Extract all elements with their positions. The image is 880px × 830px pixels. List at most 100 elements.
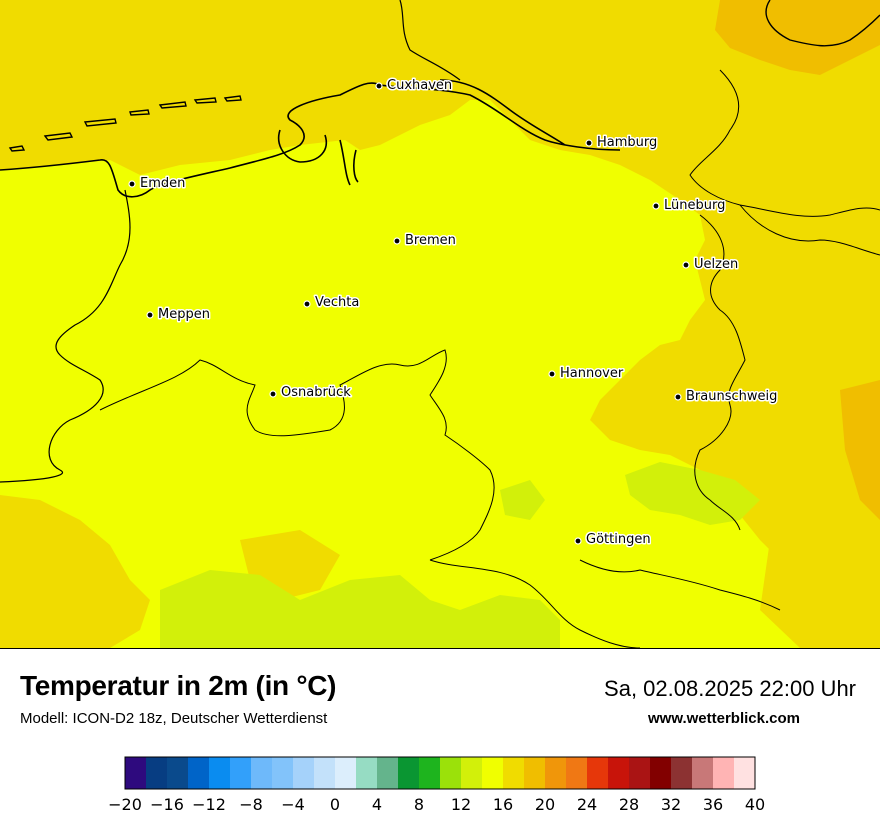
legend-swatch (440, 757, 462, 789)
map-title: Temperatur in 2m (in °C) (20, 670, 337, 701)
island-langeoog (158, 101, 187, 109)
city-cuxhaven[interactable]: Cuxhaven (375, 77, 454, 95)
legend-swatch (398, 757, 420, 789)
city-vechta[interactable]: Vechta (303, 294, 361, 312)
border-brandenburg (739, 204, 880, 256)
field-20-22-north-east (715, 0, 880, 75)
legend-tick-label: 0 (330, 795, 340, 814)
border-saxony-anhalt (694, 214, 746, 531)
legend-tick-label: 32 (661, 795, 681, 814)
legend-swatch (650, 757, 672, 789)
legend-swatch (314, 757, 336, 789)
model-info: Modell: ICON-D2 18z, Deutscher Wetterdie… (20, 710, 328, 727)
island-spiekeroog (193, 97, 217, 104)
legend-swatch (125, 757, 147, 789)
legend-swatch (692, 757, 714, 789)
legend-swatch (356, 757, 378, 789)
field-18-20-west (0, 495, 150, 648)
city-label: Göttingen (586, 532, 651, 547)
border-nrw (99, 349, 495, 561)
city-osnabrueck[interactable]: Osnabrück (269, 384, 353, 402)
legend-swatch (503, 757, 525, 789)
legend-tick-label: 40 (745, 795, 765, 814)
legend-tick-label: 28 (619, 795, 639, 814)
field-20-22-east (840, 380, 880, 520)
legend-tick-label: 16 (493, 795, 513, 814)
city-goettingen[interactable]: Göttingen (574, 531, 652, 549)
city-markers: Cuxhaven Hamburg Emden Bremen Lüneburg U… (128, 77, 779, 549)
city-label: Bremen (405, 233, 456, 248)
legend-swatch (461, 757, 483, 789)
legend-swatch (566, 757, 588, 789)
island-juist (43, 132, 74, 141)
legend-tick-label: −4 (281, 795, 305, 814)
legend-tick-label: 8 (414, 795, 424, 814)
legend-swatch (587, 757, 609, 789)
legend-swatch (377, 757, 399, 789)
legend-tick-label: −12 (192, 795, 226, 814)
legend-swatch (230, 757, 252, 789)
island-wangerooge (223, 95, 242, 102)
border-baltic-coast (765, 0, 880, 47)
city-lueneburg[interactable]: Lüneburg (652, 197, 727, 215)
field-14-16-center (500, 480, 545, 520)
city-label: Uelzen (694, 257, 738, 272)
city-hamburg[interactable]: Hamburg (585, 134, 659, 152)
city-label: Meppen (158, 307, 210, 322)
city-uelzen[interactable]: Uelzen (682, 256, 740, 274)
border-hesse (429, 559, 641, 648)
legend-swatch (629, 757, 651, 789)
jade-bay (278, 129, 327, 163)
border-schleswig (399, 0, 461, 81)
legend-swatch (482, 757, 504, 789)
legend-swatch (272, 757, 294, 789)
field-18-20-southeast (760, 540, 880, 648)
city-label: Lüneburg (664, 198, 725, 213)
city-meppen[interactable]: Meppen (146, 306, 211, 324)
city-label: Hamburg (597, 135, 657, 150)
legend-swatch (146, 757, 168, 789)
legend-swatch (671, 757, 693, 789)
coastline (0, 82, 621, 198)
city-label: Osnabrück (281, 385, 351, 400)
island-norderney (83, 118, 117, 127)
legend-swatch (419, 757, 441, 789)
city-emden[interactable]: Emden (128, 175, 187, 193)
city-hannover[interactable]: Hannover (548, 365, 625, 383)
city-label: Hannover (560, 366, 624, 381)
legend-swatch (608, 757, 630, 789)
city-label: Braunschweig (686, 389, 777, 404)
valid-datetime: Sa, 02.08.2025 22:00 Uhr (604, 676, 856, 701)
city-label: Cuxhaven (387, 78, 452, 93)
legend-swatch (188, 757, 210, 789)
legend-swatch (545, 757, 567, 789)
legend-swatch (209, 757, 231, 789)
legend-swatch (251, 757, 273, 789)
legend-border (124, 756, 756, 790)
legend-swatch (293, 757, 315, 789)
legend-tick-label: 36 (703, 795, 723, 814)
weser-estuary (339, 139, 359, 186)
temperature-map: Cuxhaven Hamburg Emden Bremen Lüneburg U… (0, 0, 880, 649)
elbe-estuary (439, 79, 566, 146)
legend-tick-label: 20 (535, 795, 555, 814)
legend-swatch (167, 757, 189, 789)
legend-tick-label: 24 (577, 795, 597, 814)
legend-swatch (713, 757, 735, 789)
color-legend: −20 −16 −12 −8 −4 0 4 8 12 16 20 24 28 32 36 40 (108, 752, 788, 829)
field-14-16-harz (625, 462, 760, 525)
island-baltrum (129, 109, 150, 116)
city-label: Vechta (315, 295, 359, 310)
legend-swatch (335, 757, 357, 789)
city-bremen[interactable]: Bremen (393, 232, 457, 250)
legend-tick-label: −16 (150, 795, 184, 814)
island-borkum (8, 145, 26, 152)
legend-swatch (524, 757, 546, 789)
legend-tick-label: 12 (451, 795, 471, 814)
city-label: Emden (140, 176, 185, 191)
legend-tick-label: −20 (108, 795, 142, 814)
legend-tick-label: 4 (372, 795, 382, 814)
legend-tick-label: −8 (239, 795, 263, 814)
website-link[interactable]: www.wetterblick.com (648, 710, 800, 727)
city-braunschweig[interactable]: Braunschweig (674, 388, 779, 406)
